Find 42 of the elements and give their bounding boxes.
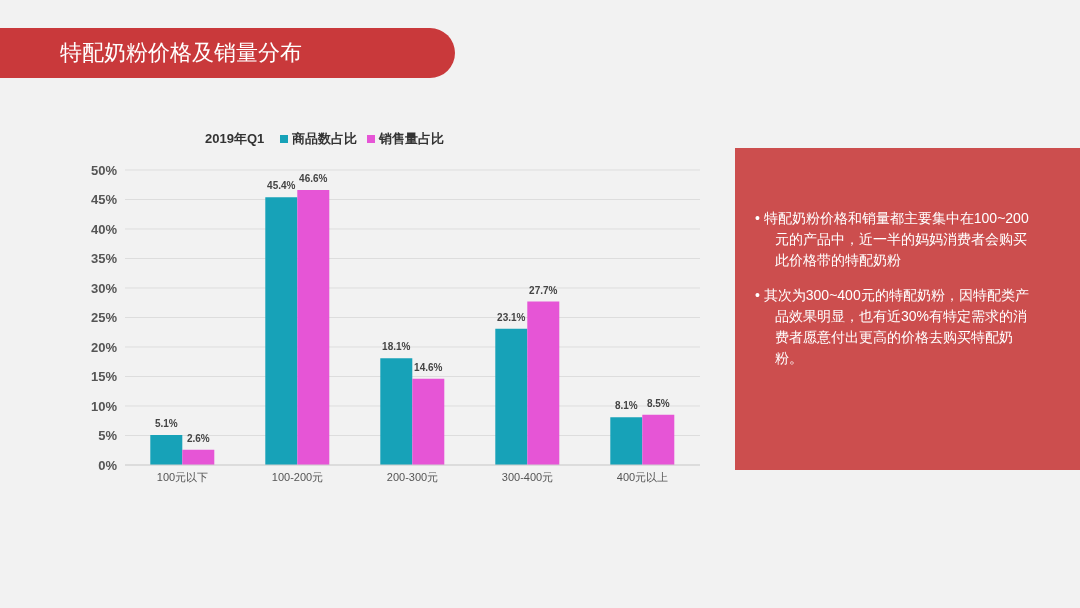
bar (297, 190, 330, 465)
data-label: 14.6% (414, 361, 443, 373)
y-tick-label: 0% (98, 457, 118, 473)
bar (182, 449, 215, 465)
x-tick-label: 300-400元 (501, 470, 554, 483)
x-tick-label: 400元以上 (616, 470, 669, 483)
bar (642, 414, 675, 465)
data-label: 23.1% (497, 311, 526, 323)
data-label: 27.7% (529, 284, 558, 296)
bar (412, 378, 445, 465)
bar (150, 434, 183, 465)
bar (380, 358, 413, 465)
data-label: 46.6% (299, 173, 328, 185)
chart-subtitle: 2019年Q1 (205, 130, 265, 148)
y-tick-label: 40% (90, 221, 118, 237)
y-tick-label: 10% (90, 398, 118, 414)
bar (610, 417, 643, 465)
data-label: 5.1% (154, 417, 178, 429)
data-label: 8.5% (646, 397, 670, 409)
data-label: 8.1% (614, 400, 638, 412)
y-tick-label: 45% (90, 192, 118, 208)
data-label: 18.1% (382, 341, 411, 353)
y-tick-label: 25% (90, 310, 118, 326)
y-tick-label: 5% (98, 428, 118, 444)
legend-label: 商品数占比 (292, 130, 358, 148)
x-tick-label: 100-200元 (271, 470, 324, 483)
legend-label: 销售量占比 (379, 130, 445, 148)
y-tick-label: 15% (90, 369, 118, 385)
x-tick-label: 100元以下 (156, 470, 209, 483)
chart-title: 特配奶粉价格及销量分布 (0, 28, 455, 78)
y-tick-label: 30% (90, 280, 118, 296)
bar (527, 301, 560, 465)
bar (265, 197, 298, 465)
bar (495, 328, 528, 465)
text: • 特配奶粉价格和销量都主要集中在100~200元的产品中，近一半的妈妈消费者会购买此价格带的特配奶粉 (755, 209, 1030, 270)
data-label: 45.4% (267, 180, 296, 192)
text: • 其次为300~400元的特配奶粉，因特配类产品效果明显，也有近30%有特定需求的消费者愿意付出更高的价格去购买特配奶粉。 (755, 286, 1030, 368)
data-label: 2.6% (186, 432, 210, 444)
x-tick-label: 200-300元 (386, 470, 439, 483)
y-tick-label: 50% (90, 162, 118, 178)
y-tick-label: 20% (90, 339, 118, 355)
y-tick-label: 35% (90, 251, 118, 267)
